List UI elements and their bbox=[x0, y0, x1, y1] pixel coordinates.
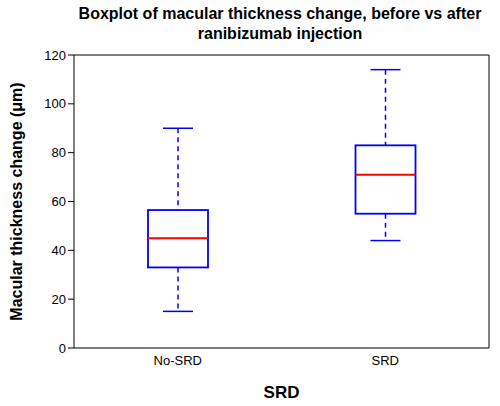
svg-text:120: 120 bbox=[44, 48, 66, 63]
svg-text:SRD: SRD bbox=[372, 353, 399, 368]
svg-text:20: 20 bbox=[52, 292, 66, 307]
svg-text:Macular thickness change (μm): Macular thickness change (μm) bbox=[8, 82, 25, 320]
svg-text:SRD: SRD bbox=[264, 383, 300, 402]
svg-text:0: 0 bbox=[59, 341, 66, 356]
html-text:Boxplot of macular thickness c: Boxplot of macular thickness change, bef… bbox=[78, 5, 482, 42]
svg-text:No-SRD: No-SRD bbox=[154, 353, 202, 368]
svg-text:100: 100 bbox=[44, 96, 66, 111]
svg-text:80: 80 bbox=[52, 145, 66, 160]
svg-text:40: 40 bbox=[52, 243, 66, 258]
svg-text:60: 60 bbox=[52, 194, 66, 209]
